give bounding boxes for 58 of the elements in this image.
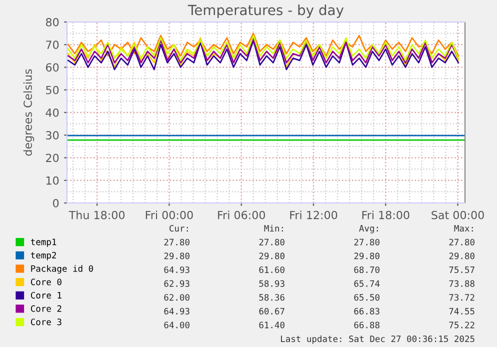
x-tick-label: Fri 06:00 [218, 210, 266, 220]
text: 61.60 [259, 266, 284, 274]
chart-title: Temperatures - by day [188, 4, 344, 18]
text: 60.67 [259, 308, 284, 314]
text: 64.93 [164, 266, 190, 274]
text: 62.93 [164, 280, 190, 287]
y-tick-label: 20 [46, 154, 59, 162]
text: 58.93 [259, 280, 284, 287]
legend-label: temp2 [30, 252, 56, 260]
legend-label: Core 0 [30, 278, 62, 286]
text: 27.80 [259, 238, 284, 246]
text: 64.93 [164, 308, 190, 314]
text: 73.72 [449, 294, 474, 301]
legend-label: temp1 [30, 238, 56, 247]
text: 73.88 [449, 280, 474, 287]
legend-label: Package id 0 [31, 265, 94, 274]
text: 65.74 [354, 280, 380, 287]
text: Last update: Sat Dec 27 00:36:15 2025 [281, 335, 474, 344]
text: 68.70 [354, 266, 380, 274]
y-tick-label: 0 [53, 198, 59, 208]
text: 61.40 [259, 322, 284, 328]
text: 74.55 [449, 308, 474, 314]
legend-label: Core 3 [30, 318, 62, 326]
legend-label: Core 2 [30, 305, 62, 312]
text: 29.80 [354, 252, 380, 260]
text: Max: [454, 225, 473, 232]
line-series [68, 32, 460, 57]
text: 66.83 [354, 308, 380, 314]
y-tick-label: 40 [46, 108, 59, 117]
text: 75.22 [449, 322, 474, 328]
legend-label: Core 1 [30, 292, 62, 299]
text: 75.57 [449, 266, 474, 274]
text: 27.80 [449, 238, 474, 246]
text: 62.00 [164, 294, 190, 301]
text: 64.00 [164, 322, 190, 328]
text: Cur: [170, 225, 188, 232]
x-tick-label: Fri 12:00 [290, 210, 338, 220]
y-tick-label: 60 [46, 63, 59, 72]
y-axis-title: degrees Celsius [23, 69, 34, 156]
y-tick-label: 50 [46, 86, 59, 94]
y-tick-label: 70 [46, 40, 59, 50]
text: 29.80 [449, 252, 474, 260]
text: 29.80 [164, 252, 190, 260]
text: 27.80 [354, 238, 380, 246]
x-tick-label: Fri 00:00 [146, 210, 193, 220]
x-tick-label: Sat 00:00 [432, 210, 484, 220]
x-tick-label: Thu 18:00 [68, 210, 125, 220]
y-tick-label: 80 [46, 18, 59, 26]
y-tick-label: 10 [46, 176, 59, 185]
text: 66.88 [354, 322, 380, 328]
text: Avg: [359, 225, 378, 234]
text: 58.36 [259, 294, 284, 301]
text: Min: [264, 224, 283, 232]
text: 27.80 [164, 238, 190, 246]
y-tick-label: 30 [46, 131, 59, 140]
text: 29.80 [259, 252, 284, 260]
text: 65.50 [354, 294, 380, 301]
x-tick-label: Fri 18:00 [362, 210, 410, 220]
